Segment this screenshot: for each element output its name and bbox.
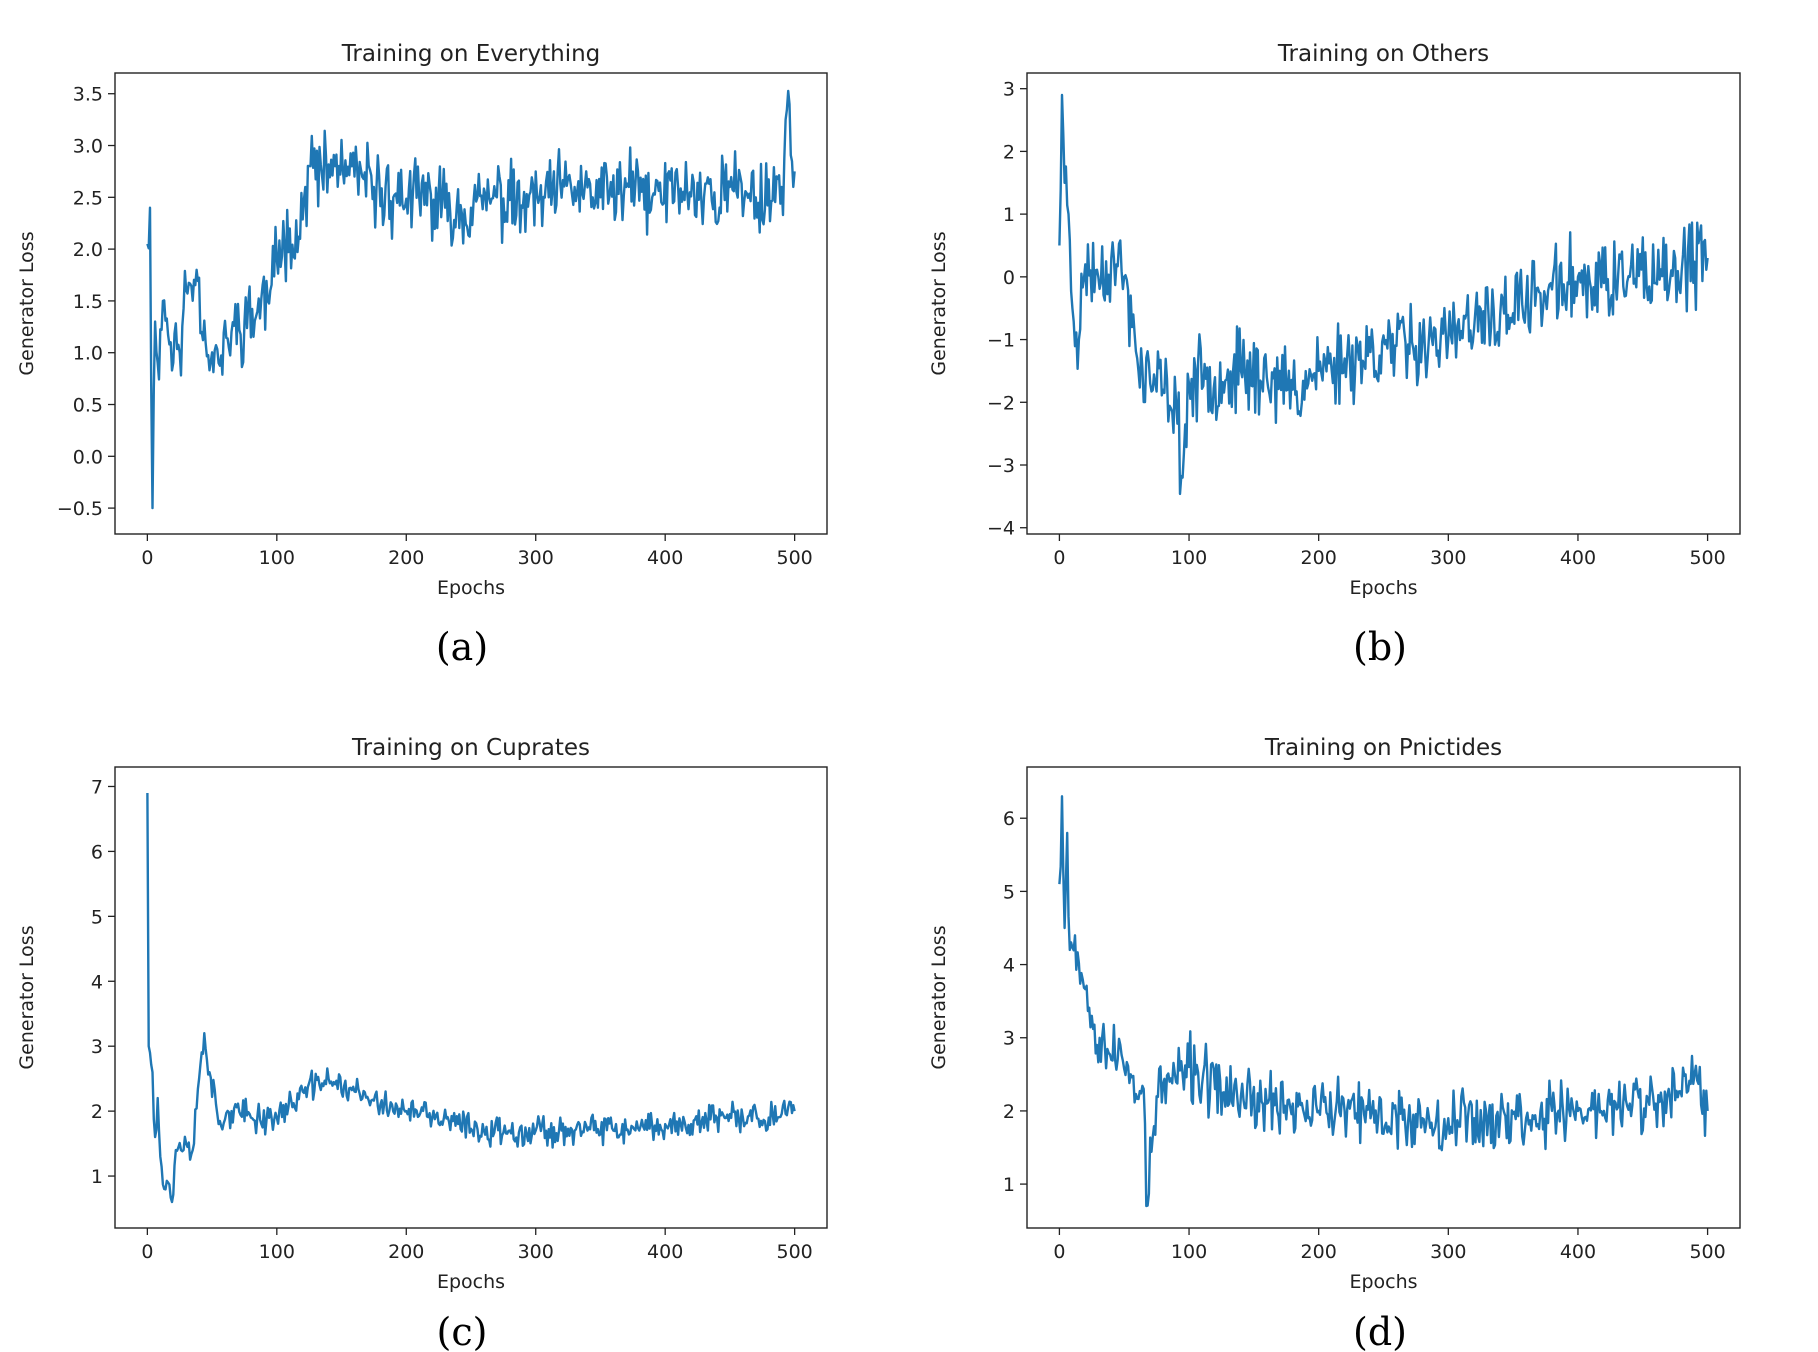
x-tick-label: 0 [1053,1241,1065,1263]
y-tick-label: 1.5 [73,291,103,313]
x-tick-label: 300 [1430,1241,1466,1263]
y-tick-label: 2.5 [73,187,103,209]
x-tick-label: 300 [518,547,554,569]
y-tick-label: 4 [91,971,103,993]
y-tick-label: 0 [1003,267,1015,289]
panel-caption: (c) [437,1310,488,1352]
panel-caption: (b) [1353,625,1407,669]
x-tick-label: 300 [518,1241,554,1263]
x-axis-label: Epochs [437,577,505,599]
chart-title: Training on Others [1277,41,1489,67]
y-tick-label: 3 [91,1036,103,1058]
y-tick-label: 2 [1003,141,1015,163]
y-tick-label: 0.5 [73,395,103,417]
x-tick-label: 100 [259,547,295,569]
y-axis-label: Generator Loss [16,231,38,375]
x-tick-label: 0 [141,1241,153,1263]
x-tick-label: 0 [141,547,153,569]
chart-panel-4: 0 100 200 300 400 500 1 2 3 4 5 6 Training on Pnicti… [928,735,1741,1352]
y-tick-label: 2 [1003,1101,1015,1123]
x-tick-label: 100 [259,1241,295,1263]
x-axis-label: Epochs [437,1271,505,1293]
series-line-generator-loss [1058,795,1709,1208]
y-tick-label: 5 [91,906,103,928]
y-tick-label: 1 [91,1166,103,1188]
chart-panel-3: 0 100 200 300 400 500 1 2 3 4 5 6 7 Training on Cupra… [16,735,828,1352]
axes-frame [114,72,828,535]
x-tick-label: 200 [1301,1241,1337,1263]
axes-frame [114,766,828,1229]
y-tick-label: 0.0 [73,446,103,468]
y-tick-label: 7 [91,776,103,798]
x-tick-label: 200 [388,1241,424,1263]
x-tick-label: 400 [1560,547,1596,569]
x-tick-label: 500 [777,547,813,569]
panel-caption: (a) [436,625,488,669]
y-tick-label: 5 [1003,881,1015,903]
y-tick-label: 3.0 [73,136,103,158]
y-axis-label: Generator Loss [16,925,38,1069]
panel-caption: (d) [1353,1310,1407,1352]
x-tick-label: 100 [1171,547,1207,569]
y-tick-label: 4 [1003,955,1015,977]
y-tick-label: −3 [987,455,1015,477]
x-tick-label: 200 [1301,547,1337,569]
x-tick-label: 200 [388,547,424,569]
x-tick-label: 400 [1560,1241,1596,1263]
y-tick-label: 3.5 [73,84,103,106]
y-tick-label: 1 [1003,204,1015,226]
y-tick-label: −4 [987,518,1015,540]
x-axis-label: Epochs [1349,1271,1417,1293]
x-tick-label: 400 [647,1241,683,1263]
y-tick-label: −1 [987,330,1015,352]
y-tick-label: −0.5 [57,498,103,520]
x-tick-label: 500 [1689,547,1725,569]
y-tick-label: −2 [987,392,1015,414]
series-line-generator-loss [1058,93,1709,496]
y-tick-label: 1.0 [73,343,103,365]
chart-title: Training on Cuprates [351,735,590,761]
x-tick-label: 400 [647,547,683,569]
chart-title: Training on Pnictides [1264,735,1502,761]
x-tick-label: 500 [1689,1241,1725,1263]
series-line-generator-loss [146,89,796,510]
chart-panel-2: 0 100 200 300 400 500 −4 −3 −2 −1 0 1 2 3 Training on … [928,41,1741,669]
axes-frame [1026,72,1741,535]
axes-frame [1026,766,1741,1229]
y-tick-label: 2 [91,1101,103,1123]
y-tick-label: 3 [1003,1028,1015,1050]
y-tick-label: 6 [1003,808,1015,830]
y-tick-label: 2.0 [73,239,103,261]
x-tick-label: 500 [777,1241,813,1263]
series-line-generator-loss [146,792,796,1204]
chart-panel-1: 0 100 200 300 400 500 −0.5 0.0 0.5 1.0 1.5 2.0 2.5 3.… [16,41,828,669]
x-tick-label: 300 [1430,547,1466,569]
y-tick-label: 3 [1003,79,1015,101]
y-axis-label: Generator Loss [928,231,950,375]
y-tick-label: 1 [1003,1174,1015,1196]
y-tick-label: 6 [91,841,103,863]
chart-title: Training on Everything [341,41,601,67]
y-axis-label: Generator Loss [928,925,950,1069]
x-tick-label: 0 [1053,547,1065,569]
x-axis-label: Epochs [1349,577,1417,599]
x-tick-label: 100 [1171,1241,1207,1263]
